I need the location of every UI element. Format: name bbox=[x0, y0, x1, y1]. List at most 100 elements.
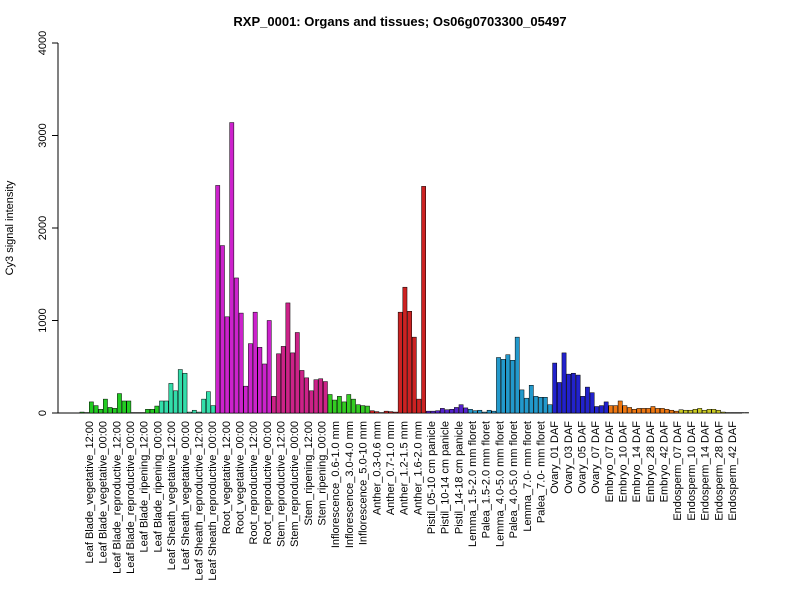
bars bbox=[79, 122, 749, 414]
bar bbox=[566, 373, 572, 414]
bar bbox=[388, 411, 394, 414]
bar bbox=[210, 405, 216, 414]
x-category-label: Pistil_05-10 cm panicle bbox=[426, 421, 438, 534]
bar bbox=[238, 312, 244, 414]
x-category-label: Root_reproductive_12:00 bbox=[248, 421, 260, 545]
bar bbox=[440, 408, 445, 414]
x-category-label: Ovary_05 DAF bbox=[576, 421, 588, 494]
bar bbox=[496, 357, 501, 414]
x-category-label: Endosperm_07 DAF bbox=[672, 421, 684, 521]
bar bbox=[734, 412, 740, 414]
bar bbox=[112, 408, 118, 414]
x-category-label: Endosperm_10 DAF bbox=[686, 421, 698, 521]
x-category-label: Leaf Blade_reproductive_00:00 bbox=[125, 421, 137, 574]
bar bbox=[411, 336, 417, 414]
bar bbox=[692, 409, 698, 414]
bar bbox=[627, 407, 632, 414]
bar bbox=[145, 409, 150, 414]
x-category-label: Leaf Blade_ripening_00:00 bbox=[152, 421, 164, 553]
x-category-label: Anther_1.6-2.0 mm bbox=[412, 421, 424, 515]
bar bbox=[669, 409, 675, 414]
bar bbox=[594, 406, 600, 414]
bar bbox=[458, 404, 464, 414]
bar bbox=[308, 390, 314, 414]
x-category-label: Endosperm_42 DAF bbox=[727, 421, 739, 521]
x-category-label: Stem_reproductive_12:00 bbox=[276, 421, 288, 547]
y-axis-ticks: 0 1000 2000 3000 4000 bbox=[37, 31, 58, 416]
bar bbox=[98, 409, 104, 414]
bar bbox=[622, 405, 628, 414]
bar bbox=[117, 393, 122, 414]
bar bbox=[561, 352, 567, 414]
bar bbox=[285, 302, 291, 414]
bar bbox=[93, 405, 99, 414]
bar bbox=[716, 409, 721, 414]
bar bbox=[346, 394, 352, 414]
x-category-label: Lemma_4.0-5.0 mm floret bbox=[494, 421, 506, 547]
bar bbox=[631, 409, 637, 414]
bar bbox=[318, 378, 324, 414]
x-category-label: Root_reproductive_00:00 bbox=[262, 421, 274, 545]
bar bbox=[641, 408, 646, 414]
bar bbox=[201, 398, 207, 414]
x-category-label: Embryo_28 DAF bbox=[645, 421, 657, 503]
bar bbox=[79, 411, 85, 414]
bar bbox=[449, 409, 455, 414]
bar bbox=[552, 362, 558, 414]
bar bbox=[514, 336, 520, 414]
x-category-label: Anther_0.7-1.0 mm bbox=[385, 421, 397, 515]
bar bbox=[603, 401, 609, 414]
x-category-label: Palea_1.5-2.0 mm floret bbox=[481, 421, 493, 538]
bar bbox=[84, 412, 90, 414]
y-tick-label: 2000 bbox=[37, 216, 49, 240]
bar bbox=[688, 409, 693, 414]
x-category-label: Stem_ripening_12:00 bbox=[303, 421, 315, 526]
bar bbox=[168, 383, 174, 414]
x-category-label: Palea_7.0- mm floret bbox=[535, 421, 547, 523]
bar bbox=[266, 320, 272, 414]
bar bbox=[477, 409, 483, 414]
bar bbox=[524, 397, 529, 414]
bar bbox=[674, 410, 679, 414]
bar bbox=[585, 386, 590, 414]
bar bbox=[313, 379, 319, 414]
bar bbox=[744, 412, 749, 414]
bar bbox=[613, 405, 618, 414]
bar bbox=[182, 372, 188, 414]
x-category-label: Lemma_7.0- mm floret bbox=[522, 421, 534, 532]
bar bbox=[252, 311, 258, 414]
bar bbox=[482, 411, 487, 414]
y-tick-label: 1000 bbox=[37, 308, 49, 332]
bar bbox=[206, 391, 211, 414]
x-category-label: Root_vegetative_12:00 bbox=[221, 421, 233, 534]
bar bbox=[430, 410, 436, 414]
bar bbox=[276, 353, 281, 414]
x-category-label: Embryo_10 DAF bbox=[618, 421, 630, 503]
bar bbox=[135, 412, 141, 414]
bar bbox=[149, 409, 155, 414]
x-category-label: Root_vegetative_00:00 bbox=[234, 421, 246, 534]
x-category-label: Anther_0.3-0.6 mm bbox=[371, 421, 383, 515]
bar bbox=[154, 405, 160, 414]
x-category-label: Embryo_14 DAF bbox=[631, 421, 643, 503]
bar bbox=[140, 412, 146, 414]
bar bbox=[229, 122, 235, 414]
bar bbox=[163, 400, 169, 414]
bar bbox=[599, 405, 604, 414]
bar bbox=[454, 407, 459, 414]
bar bbox=[421, 186, 426, 414]
bar bbox=[486, 409, 492, 414]
bar bbox=[159, 400, 164, 414]
x-category-label: Ovary_07 DAF bbox=[590, 421, 602, 494]
x-category-label: Anther_1.2-1.5 mm bbox=[399, 421, 411, 515]
bar bbox=[463, 407, 469, 414]
bar bbox=[191, 409, 197, 414]
y-tick-label: 4000 bbox=[37, 31, 49, 55]
bar bbox=[575, 374, 581, 414]
bar bbox=[294, 332, 300, 414]
bar bbox=[224, 316, 230, 414]
y-tick-label: 0 bbox=[37, 410, 49, 416]
x-category-label: Leaf Sheath_vegetative_12:00 bbox=[166, 421, 178, 570]
bar bbox=[702, 409, 707, 414]
bar bbox=[557, 382, 562, 414]
